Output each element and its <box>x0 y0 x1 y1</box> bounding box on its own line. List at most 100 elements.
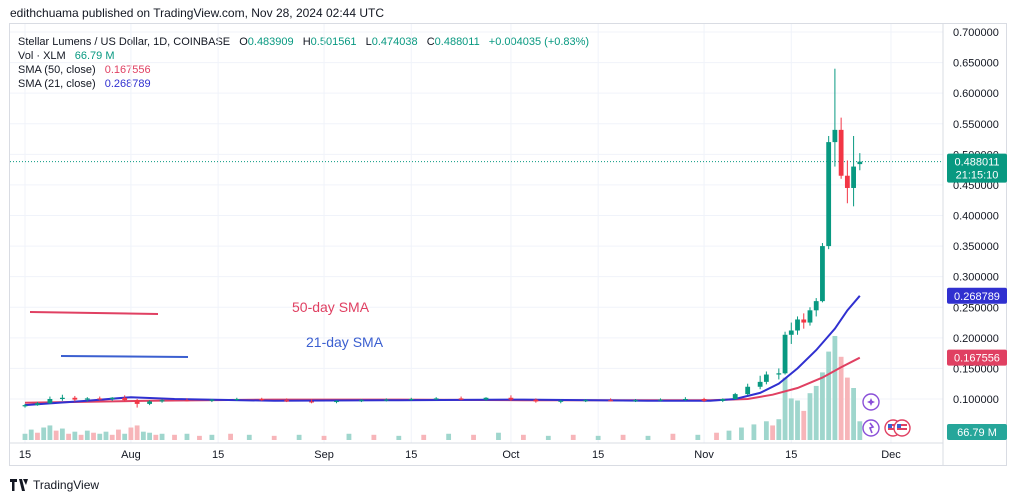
volume-bar <box>421 434 427 440</box>
volume-bar <box>595 435 601 440</box>
volume-bar <box>209 434 215 440</box>
y-tick-label: 0.450000 <box>953 180 999 192</box>
sma21-line <box>24 295 861 407</box>
candle <box>807 307 813 326</box>
volume-bar <box>321 435 327 440</box>
volume-bar <box>620 434 626 440</box>
x-tick-label: Sep <box>314 449 334 461</box>
candle-body <box>533 399 539 402</box>
volume-bar <box>66 433 72 440</box>
candle-body <box>147 401 152 404</box>
candle-body <box>583 400 589 402</box>
candle <box>801 313 807 329</box>
volume-bar <box>271 435 277 440</box>
volume-bar <box>172 434 177 440</box>
candle-body <box>801 319 807 323</box>
x-tick-label: 15 <box>19 449 31 461</box>
candle <box>134 399 140 408</box>
volume-bar <box>47 425 53 440</box>
legend-low-key: L <box>365 36 372 48</box>
candle-body <box>844 175 850 188</box>
volume-bar <box>35 432 40 440</box>
candle <box>22 403 28 408</box>
legend-close: 0.488011 <box>434 36 480 48</box>
last-price-tag-text: 0.488011 <box>954 157 999 169</box>
x-tick-label: 15 <box>212 449 224 461</box>
candle-body <box>483 397 489 400</box>
candle <box>732 392 738 400</box>
candle-body <box>72 397 78 400</box>
volume-bar <box>91 432 96 440</box>
volume-bar <box>53 430 59 440</box>
volume-bar <box>184 433 190 440</box>
volume-bar <box>739 427 744 440</box>
candle <box>159 399 165 403</box>
volume-bar <box>726 430 732 440</box>
candle <box>820 243 825 303</box>
volume-bar <box>795 400 800 440</box>
volume-bar <box>645 435 651 440</box>
footer-brand: TradingView <box>33 478 100 492</box>
candle-body <box>776 373 782 375</box>
y-tick-label: 0.150000 <box>953 363 999 375</box>
volume-bar <box>122 433 128 440</box>
candle-body <box>508 397 514 400</box>
volume-bar <box>763 421 769 440</box>
volume-bar <box>128 427 134 440</box>
y-tick-label: 0.550000 <box>953 119 999 131</box>
candle <box>97 396 103 401</box>
candle-body <box>433 398 439 400</box>
volume-bar <box>28 429 34 440</box>
candle <box>59 394 65 401</box>
candle <box>838 117 844 179</box>
legend-low: 0.474038 <box>371 36 418 48</box>
y-tick-label: 0.300000 <box>953 272 999 284</box>
candle <box>35 402 40 406</box>
candle <box>633 399 638 403</box>
candle-body <box>820 246 825 302</box>
x-tick-label: Dec <box>881 449 901 461</box>
volume-tag-text: 66.79 M <box>957 427 997 439</box>
candle-body <box>813 301 819 311</box>
volume-bar <box>751 424 757 440</box>
event-icon-ideas <box>862 393 880 411</box>
candle-body <box>359 400 364 402</box>
y-tick-label: 0.100000 <box>953 394 999 406</box>
y-tick-label: 0.250000 <box>953 302 999 314</box>
volume-tag: 66.79 M <box>947 424 1007 440</box>
legend-symbol: Stellar Lumens / US Dollar, 1D, COINBASE <box>18 36 231 48</box>
volume-bar <box>545 435 551 440</box>
legend-ohlc-row: Stellar Lumens / US Dollar, 1D, COINBASE… <box>18 35 595 49</box>
volume-bar <box>134 425 140 440</box>
axis-layer: 0.7000000.6500000.6000000.5500000.500000… <box>10 24 999 465</box>
x-tick-label: 15 <box>592 449 604 461</box>
candle-body <box>134 400 140 404</box>
candle <box>795 316 800 335</box>
candle <box>832 68 838 167</box>
candle-body <box>658 399 663 401</box>
legend-open: 0.483909 <box>247 36 294 48</box>
volume-bar <box>59 428 65 440</box>
candle-body <box>558 400 564 402</box>
volume-bar <box>140 431 146 440</box>
sma21-annotation-line <box>60 355 189 358</box>
volume-bar <box>832 336 838 440</box>
volume-bar <box>570 434 576 440</box>
candle <box>558 399 564 404</box>
volume-bar <box>826 351 832 440</box>
candle-body <box>832 129 838 143</box>
volume-bar <box>820 372 825 440</box>
volume-bar <box>521 434 526 440</box>
sma50-price-tag-text: 0.167556 <box>954 353 1000 365</box>
candle <box>47 396 53 404</box>
candle <box>851 135 856 207</box>
candle <box>184 398 190 402</box>
candle-body <box>309 401 314 403</box>
last-price-tag-bg <box>947 153 1007 183</box>
candle-body <box>184 400 190 402</box>
volume-bar <box>97 433 103 440</box>
candle-body <box>826 142 832 247</box>
publish-line: edithchuama published on TradingView.com… <box>10 6 385 20</box>
